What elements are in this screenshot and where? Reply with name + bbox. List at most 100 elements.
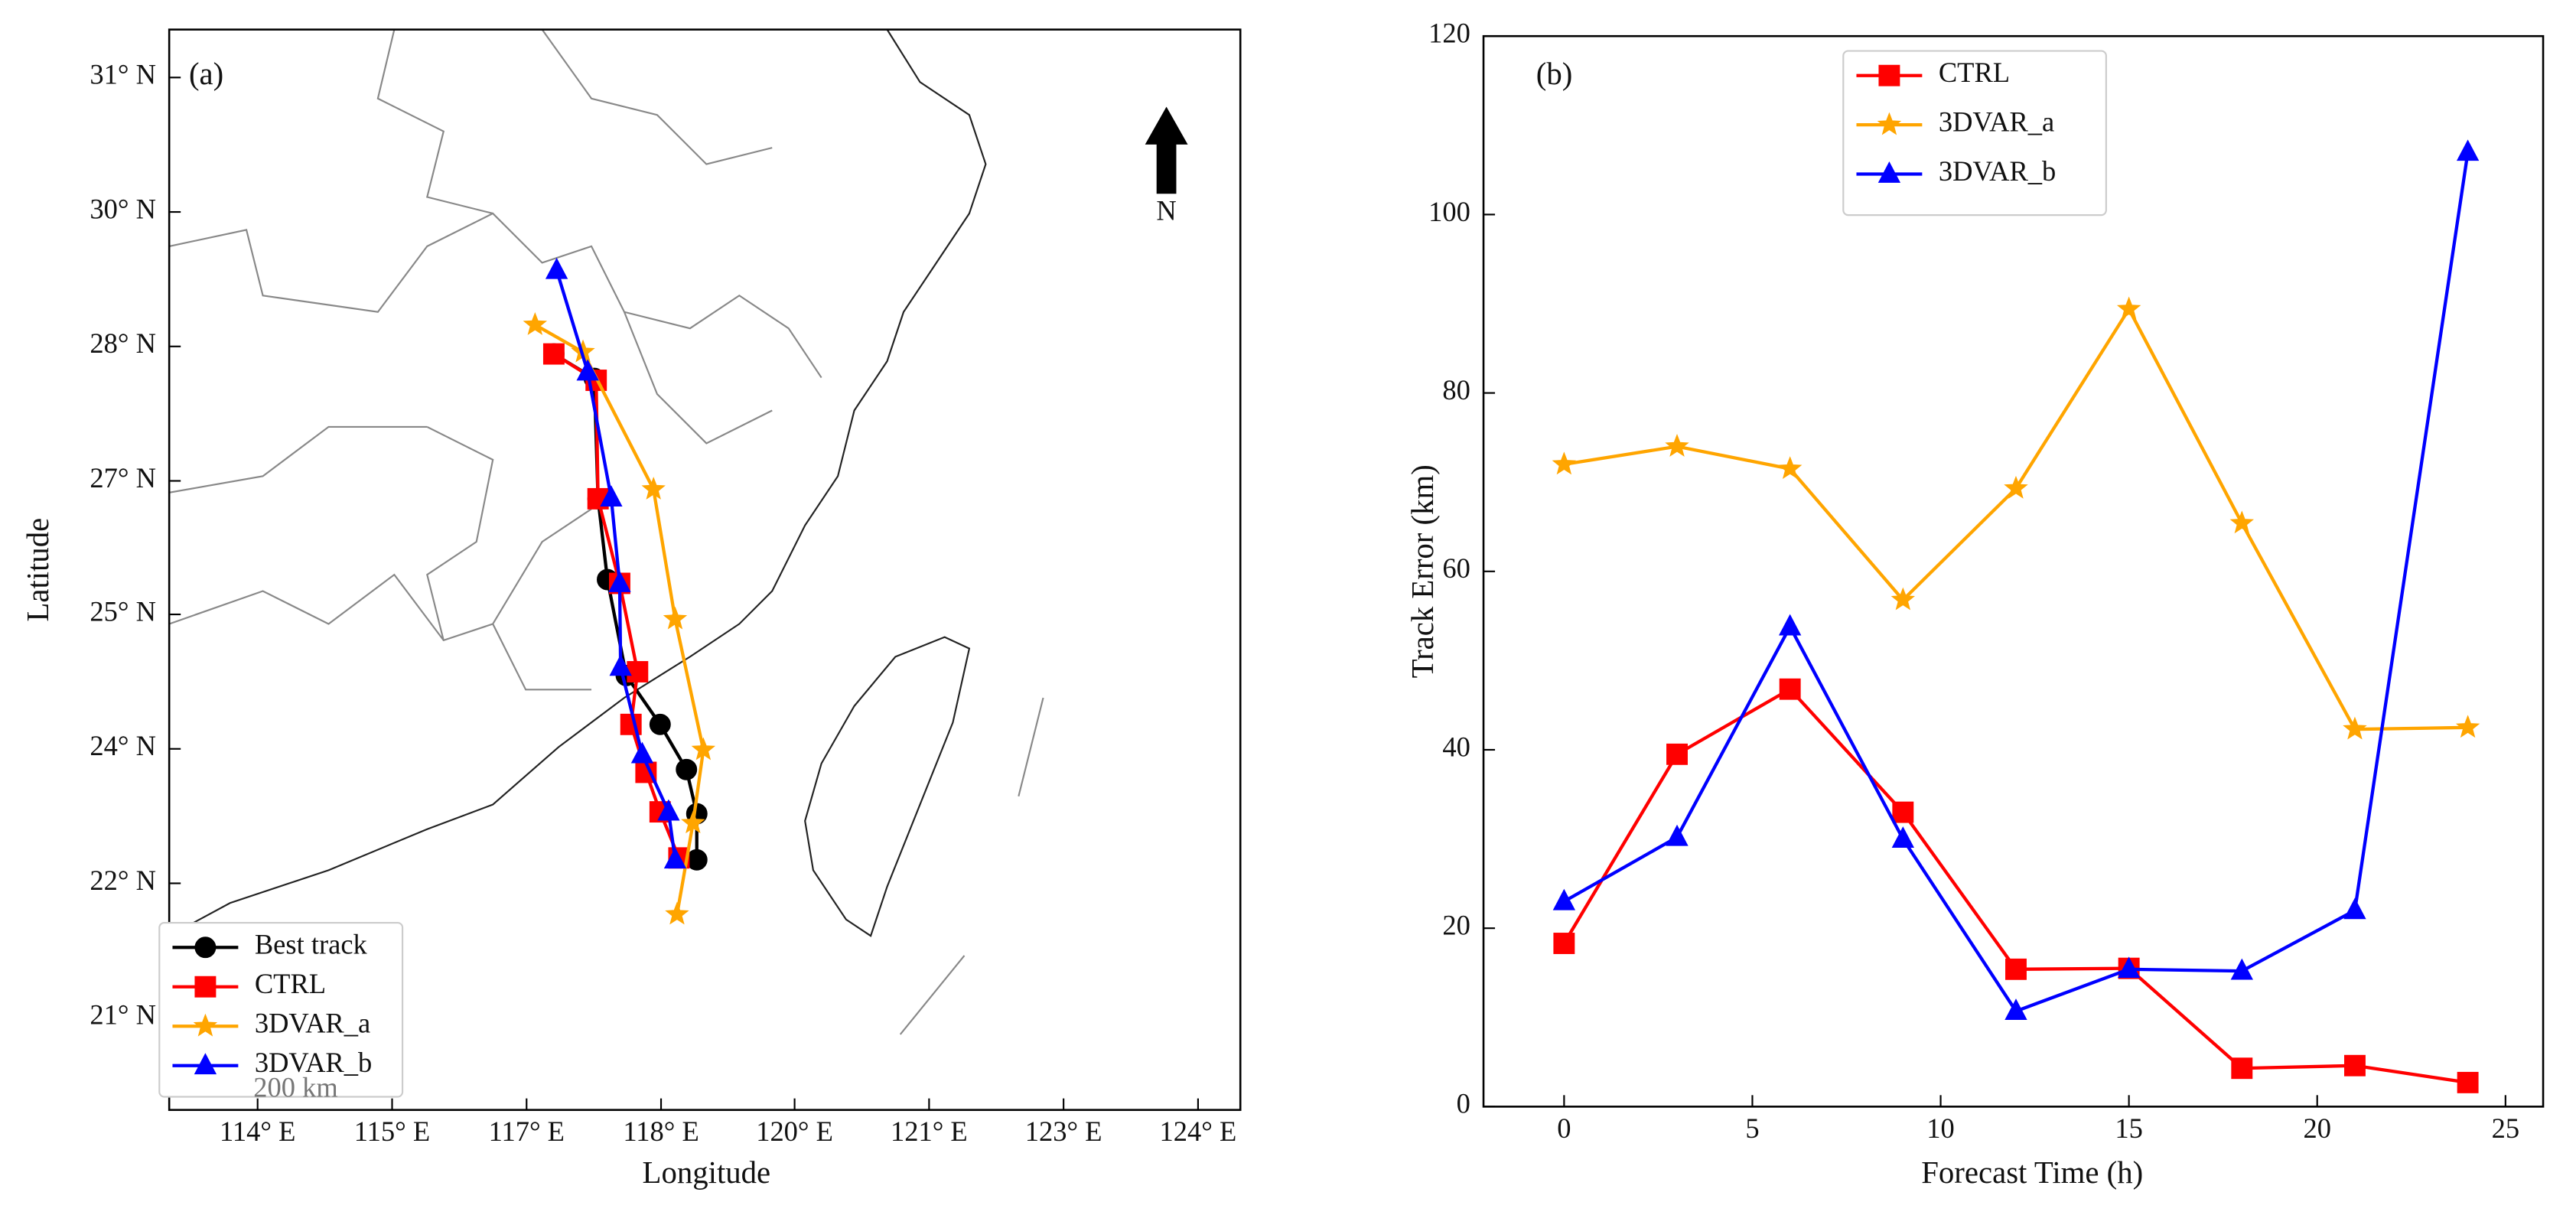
legend-label: 3DVAR_a (255, 1008, 370, 1039)
legend-box (158, 921, 404, 1098)
x-tick-label: 5 (1745, 1112, 1759, 1144)
marker (676, 758, 698, 780)
marker (691, 737, 716, 761)
marker (630, 741, 654, 764)
islands (899, 697, 1044, 1035)
marker (542, 343, 565, 365)
marker (641, 477, 666, 500)
marker (2117, 956, 2141, 979)
x-tick-label: 10 (1926, 1112, 1954, 1144)
coastline (168, 29, 987, 937)
marker (2231, 1057, 2253, 1080)
legend-label: 3DVAR_b (1939, 155, 2056, 187)
marker (194, 976, 217, 998)
marker (1890, 587, 1916, 611)
x-tick-label: 25 (2492, 1112, 2519, 1144)
marker (665, 901, 689, 925)
marker (681, 810, 705, 834)
x-tick-label: 0 (1557, 1112, 1571, 1144)
marker (1892, 801, 1914, 823)
y-tick-label: 120 (1428, 18, 1470, 49)
y-tick-label: 28° N (90, 327, 156, 359)
marker (2457, 1071, 2479, 1093)
y-tick-label: 24° N (90, 730, 156, 761)
marker (523, 312, 548, 335)
marker (657, 799, 680, 821)
series-line (1564, 305, 2468, 731)
y-tick-label: 31° N (90, 59, 156, 90)
scale-label: 200 km (253, 1071, 338, 1103)
marker (600, 485, 623, 507)
x-tick-label: 121° E (891, 1116, 968, 1147)
x-tick-label: 15 (2115, 1112, 2142, 1144)
plot-frame (168, 28, 1242, 1111)
x-axis-label: Forecast Time (h) (1921, 1155, 2143, 1190)
y-tick-label: 25° N (90, 595, 156, 627)
x-tick-label: 124° E (1160, 1116, 1237, 1147)
marker (608, 570, 631, 592)
legend-label: Best track (255, 929, 368, 960)
marker (2455, 715, 2480, 738)
y-tick-label: 80 (1442, 374, 1470, 406)
series-line (552, 352, 681, 859)
marker (2344, 1054, 2366, 1077)
x-tick-label: 115° E (354, 1116, 430, 1147)
y-tick-label: 100 (1428, 196, 1470, 227)
marker (1666, 743, 1688, 765)
marker (1877, 161, 1901, 183)
marker (2116, 296, 2141, 320)
y-tick-label: 22° N (90, 865, 156, 896)
series-line (555, 269, 677, 861)
marker (1552, 888, 1576, 910)
taiwan (804, 636, 971, 937)
panel-label: (a) (189, 57, 223, 91)
marker (2005, 958, 2027, 980)
marker (193, 1013, 218, 1037)
marker (1779, 678, 1801, 700)
marker (609, 654, 632, 676)
y-axis-label: Latitude (21, 518, 55, 622)
legend-label: 3DVAR_a (1939, 106, 2054, 137)
y-tick-label: 60 (1442, 552, 1470, 584)
x-tick-label: 20 (2303, 1112, 2330, 1144)
x-tick-label: 118° E (623, 1116, 699, 1147)
arrow-head (1145, 106, 1188, 194)
marker (1891, 826, 1914, 848)
y-tick-label: 0 (1457, 1088, 1470, 1119)
x-tick-label: 120° E (756, 1116, 833, 1147)
x-axis-label: Longitude (643, 1155, 771, 1190)
marker (2343, 716, 2367, 740)
legend-label: CTRL (1939, 57, 2010, 88)
marker (1779, 614, 1802, 636)
marker (627, 661, 649, 682)
marker (1665, 434, 1689, 457)
marker (1552, 451, 1577, 475)
marker (663, 847, 687, 869)
marker (1666, 824, 1689, 846)
panel-label: (b) (1536, 57, 1573, 91)
marker (2456, 139, 2480, 161)
map-background (168, 29, 1044, 1035)
marker (1777, 456, 1803, 480)
x-tick-label: 123° E (1025, 1116, 1102, 1147)
marker (576, 359, 599, 381)
marker (686, 849, 708, 871)
y-tick-label: 21° N (90, 999, 156, 1031)
marker (194, 1053, 217, 1075)
legend-label: 3DVAR_b (255, 1047, 372, 1078)
y-tick-label: 30° N (90, 193, 156, 224)
marker (1877, 112, 1902, 135)
marker (1878, 64, 1900, 86)
marker (2004, 998, 2027, 1020)
x-tick-label: 114° E (220, 1116, 295, 1147)
marker (663, 606, 688, 630)
y-tick-label: 27° N (90, 462, 156, 493)
marker (545, 257, 568, 279)
legend-label: CTRL (255, 968, 326, 999)
marker (2229, 510, 2255, 534)
north-arrow (1145, 106, 1188, 194)
marker (2230, 958, 2253, 980)
y-tick-label: 40 (1442, 731, 1470, 762)
y-axis-label: Track Error (km) (1405, 464, 1440, 678)
